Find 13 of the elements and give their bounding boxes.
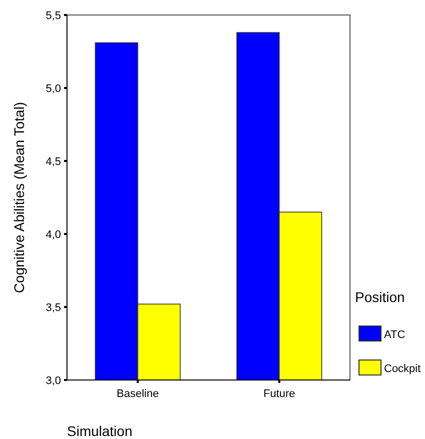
y-tick-label: 4,5 [46,156,61,168]
y-tick-label: 3,5 [46,302,61,314]
legend-label: ATC [384,328,406,341]
legend-title: Position [355,289,405,305]
x-tick-label: Future [263,388,296,400]
y-tick-label: 4,0 [46,228,61,241]
x-axis-title: Simulation [67,423,132,439]
y-tick-label: 3,0 [46,374,61,387]
y-tick-label: 5,5 [46,10,61,22]
y-tick-label: 5,0 [46,82,61,95]
legend-label: Cockpit [384,362,421,375]
x-tick-label: Baseline [116,388,159,400]
y-axis-title: Cognitive Abilities (Mean Total) [11,102,27,294]
